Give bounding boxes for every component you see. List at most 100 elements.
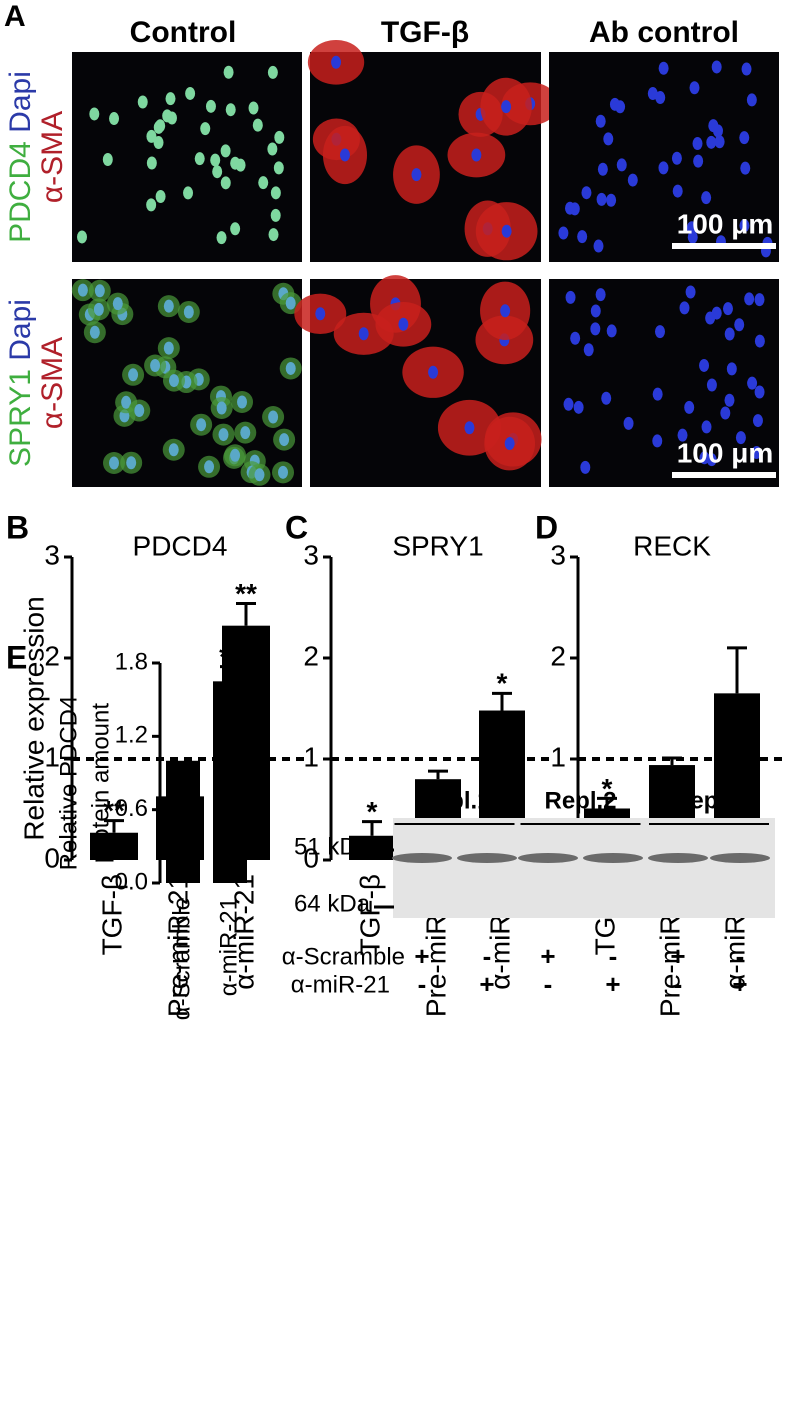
x-tick-label: α-Scramble <box>168 897 195 1020</box>
band <box>518 853 578 863</box>
nucleus <box>724 327 735 341</box>
nucleus <box>212 165 223 179</box>
nucleus <box>654 325 665 339</box>
nucleus <box>706 135 717 149</box>
y-tick-label: 2 <box>550 640 566 671</box>
nucleus <box>194 152 205 166</box>
nucleus <box>279 433 290 447</box>
nucleus <box>285 361 296 375</box>
actin-label: α-SMA <box>36 337 69 429</box>
significance: ** <box>219 641 241 672</box>
nucleus <box>464 421 475 435</box>
y-tick-label: 0 <box>303 842 319 873</box>
nucleus <box>658 61 669 75</box>
nucleus <box>501 224 512 238</box>
nucleus <box>146 198 157 212</box>
nucleus <box>671 151 682 165</box>
nucleus <box>726 362 737 376</box>
treatment-sign: + <box>540 941 555 971</box>
treatment-sign: - <box>674 969 683 999</box>
nucleus <box>155 190 166 204</box>
condition-label: α-miR-21 <box>291 971 390 998</box>
nucleus <box>150 359 161 373</box>
nucleus <box>223 65 234 79</box>
nucleus <box>268 410 279 424</box>
nucleus <box>273 161 284 175</box>
treatment-sign: + <box>479 969 494 999</box>
nucleus <box>267 142 278 156</box>
nucleus <box>146 156 157 170</box>
nucleus <box>358 327 369 341</box>
nucleus <box>501 100 512 114</box>
nucleus <box>162 109 173 123</box>
y-tick-label: 0 <box>44 842 60 873</box>
nucleus <box>204 460 215 474</box>
nucleus <box>569 202 580 216</box>
nucleus <box>606 193 617 207</box>
nucleus <box>218 428 229 442</box>
treatment-sign: + <box>670 941 685 971</box>
nucleus <box>735 431 746 445</box>
nucleus <box>230 448 241 462</box>
nucleus <box>679 301 690 315</box>
nucleus <box>747 376 758 390</box>
nucleus <box>701 191 712 205</box>
band <box>583 853 643 863</box>
nucleus <box>500 304 511 318</box>
treatment-sign: - <box>483 941 492 971</box>
nucleus <box>744 292 755 306</box>
nucleus <box>754 334 765 348</box>
nucleus <box>701 420 712 434</box>
y-tick-label: 0.6 <box>115 795 148 822</box>
y-tick-label: 1.8 <box>115 648 148 675</box>
nucleus <box>751 446 762 460</box>
nucleus <box>722 302 733 316</box>
nucleus <box>652 387 663 401</box>
replicate-label: Repl.3 <box>673 787 745 814</box>
chart-title: SPRY1 <box>392 530 483 561</box>
nucleus <box>267 65 278 79</box>
panel-label: C <box>285 509 308 545</box>
nucleus <box>603 132 614 146</box>
nucleus <box>225 103 236 117</box>
row-label: SPRY1 Dapi <box>4 299 37 467</box>
treatment-sign: - <box>736 941 745 971</box>
nucleus <box>597 162 608 176</box>
nucleus <box>739 219 750 233</box>
nucleus <box>471 148 482 162</box>
chart-title: RECK <box>633 530 711 561</box>
scale-bar-label: 100 μm <box>677 208 774 239</box>
significance: * <box>602 773 613 804</box>
nucleus <box>739 131 750 145</box>
nucleus <box>705 311 716 325</box>
nucleus-label: Dapi <box>4 299 37 361</box>
nucleus <box>616 158 627 172</box>
nucleus <box>274 130 285 144</box>
nucleus <box>699 358 710 372</box>
size-marker: 64 kDa <box>294 890 371 917</box>
nucleus <box>754 293 765 307</box>
significance: * <box>367 796 378 827</box>
nucleus <box>706 453 717 467</box>
nucleus <box>339 148 350 162</box>
treatment-sign: + <box>732 969 747 999</box>
nucleus <box>623 416 634 430</box>
nucleus <box>77 230 88 244</box>
band <box>457 853 517 863</box>
y-axis-label: Relative PDCD4 <box>55 696 82 871</box>
nucleus <box>278 465 289 479</box>
nucleus <box>252 118 263 132</box>
nucleus <box>684 400 695 414</box>
nucleus <box>128 368 139 382</box>
nucleus <box>398 317 409 331</box>
condition-label: α-Scramble <box>282 943 405 970</box>
y-axis-label: Relative expression <box>18 596 49 840</box>
nucleus-label: Dapi <box>4 71 37 133</box>
y-tick-label: 1 <box>550 741 566 772</box>
nucleus <box>596 192 607 206</box>
nucleus <box>740 161 751 175</box>
y-tick-label: 0.0 <box>115 868 148 895</box>
nucleus <box>254 468 265 482</box>
marker-label: PDCD4 <box>4 141 37 243</box>
